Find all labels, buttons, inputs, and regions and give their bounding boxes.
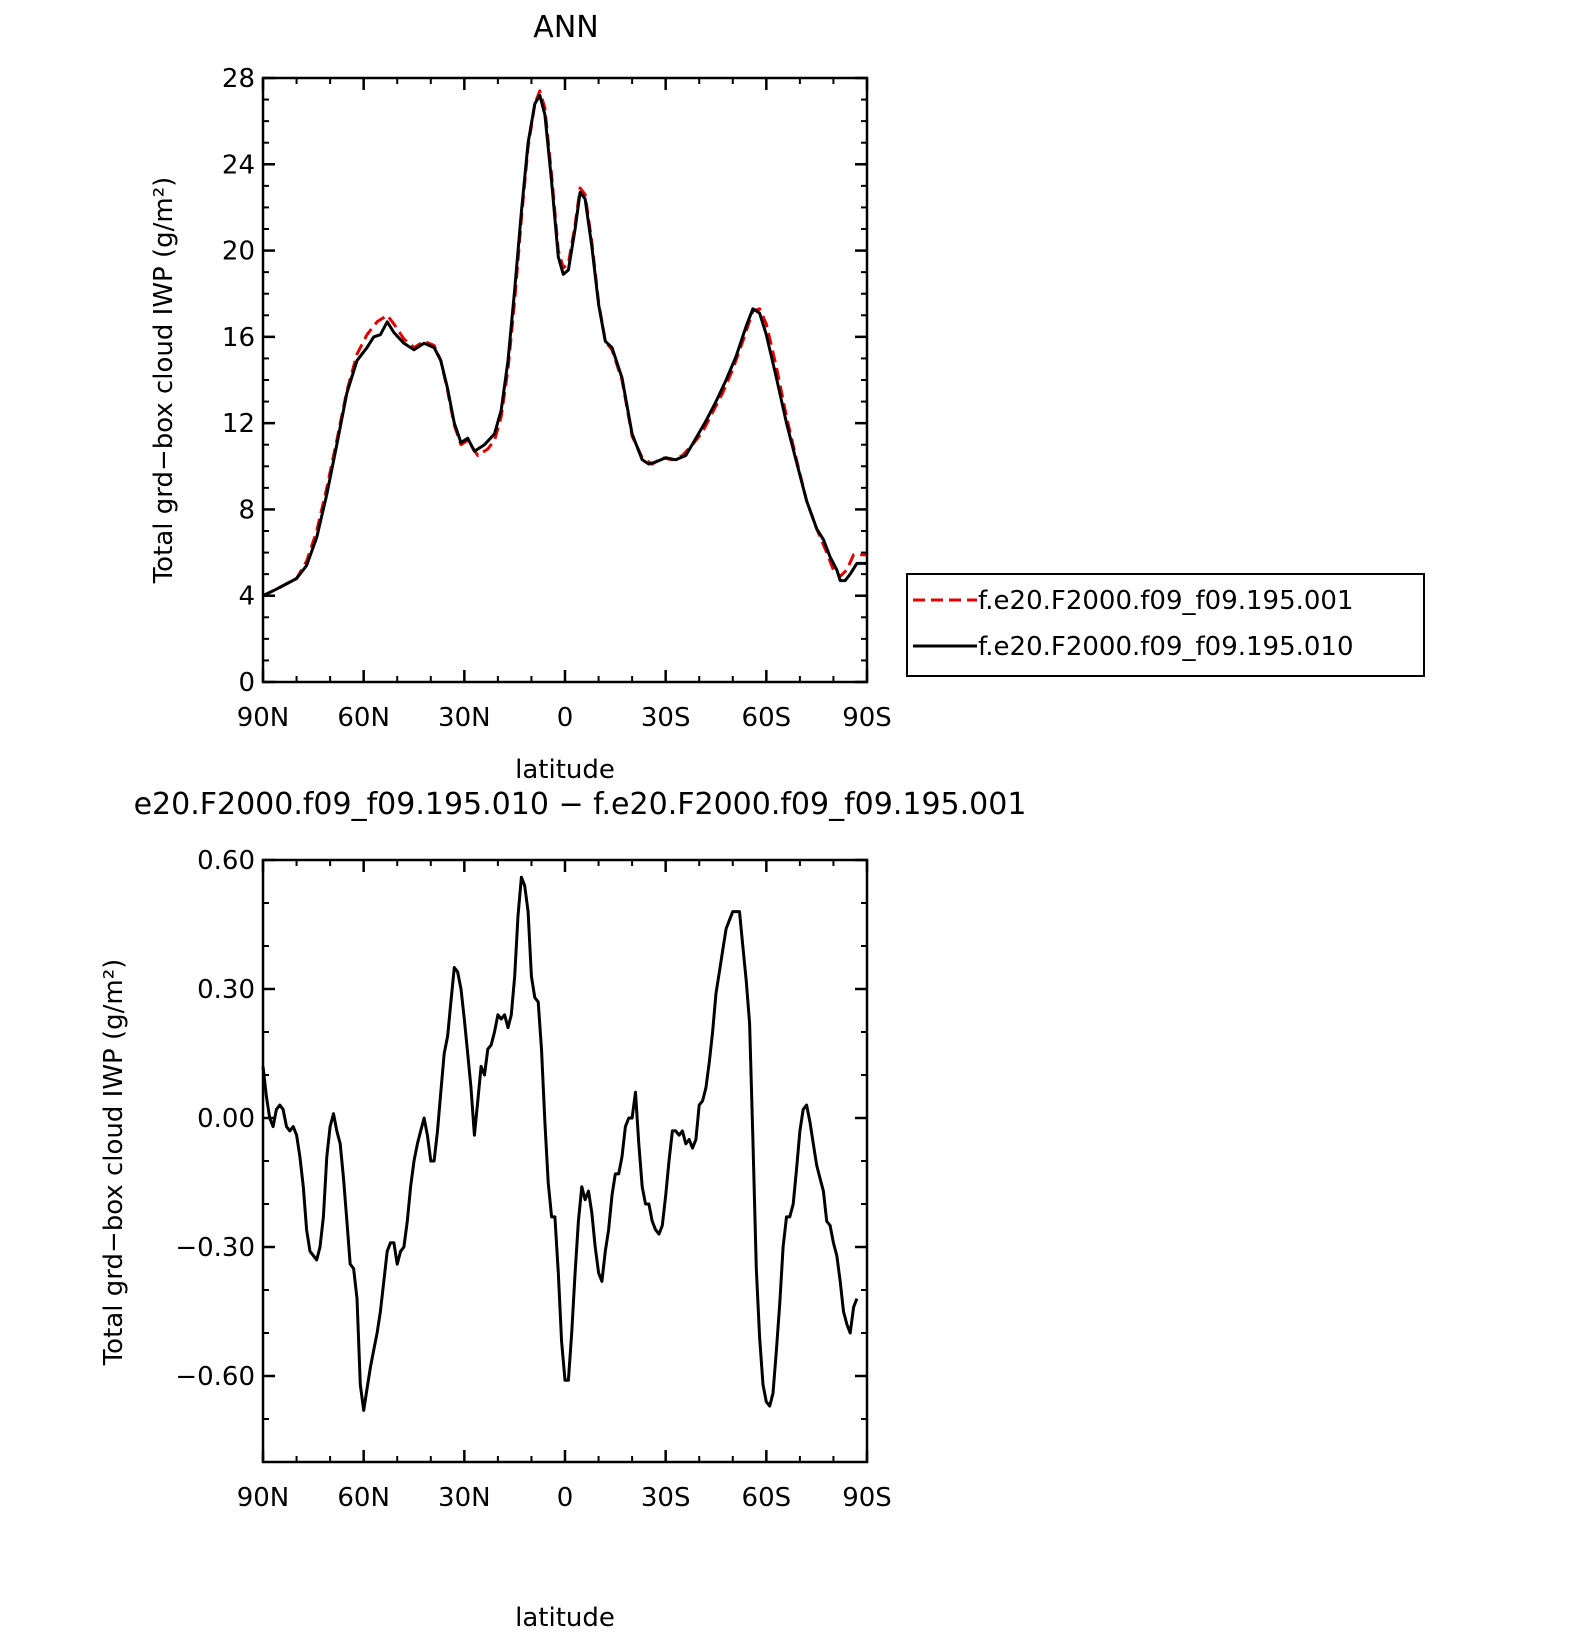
legend-label-model1: f.e20.F2000.f09_f09.195.001: [978, 586, 1354, 616]
top-panel: ANN 90N 60N 30N 0 30S 60S 90S 0 4 8 12 16 20 24 28 lat…: [149, 10, 1425, 785]
x-tick-label: 90S: [842, 1483, 892, 1513]
x-tick-label: 90N: [237, 1483, 290, 1513]
x-tick-label: 60N: [337, 703, 390, 733]
legend: f.e20.F2000.f09_f09.195.001 f.e20.F2000.…: [906, 573, 1425, 677]
x-tick-label: 60S: [742, 1483, 792, 1513]
x-tick-label: 30S: [641, 703, 691, 733]
y-tick-label: 8: [238, 495, 255, 525]
x-tick-label: 60N: [337, 1483, 390, 1513]
x-tick-label: 90N: [237, 703, 290, 733]
y-tick-label: 20: [222, 237, 255, 267]
bottom-panel: e20.F2000.f09_f09.195.010 − f.e20.F2000.…: [99, 787, 1026, 1633]
top-x-axis-label: latitude: [515, 755, 615, 785]
top-y-axis-label: Total grd−box cloud IWP (g/m²): [149, 177, 179, 585]
y-tick-label: 0: [238, 668, 255, 698]
x-tick-label: 30N: [438, 703, 491, 733]
y-tick-label: 0.00: [197, 1104, 255, 1134]
y-tick-label: 4: [238, 582, 255, 612]
x-tick-label: 30N: [438, 1483, 491, 1513]
y-tick-label: −0.60: [175, 1362, 255, 1392]
legend-label-model2: f.e20.F2000.f09_f09.195.010: [978, 632, 1354, 662]
x-tick-label: 90S: [842, 703, 892, 733]
x-tick-label: 0: [557, 703, 574, 733]
x-tick-label: 30S: [641, 1483, 691, 1513]
series-line-1: [261, 875, 859, 1412]
bottom-panel-title: e20.F2000.f09_f09.195.010 − f.e20.F2000.…: [134, 787, 1027, 822]
y-tick-label: 12: [222, 409, 255, 439]
x-tick-label: 60S: [742, 703, 792, 733]
y-tick-label: 0.30: [197, 975, 255, 1005]
y-tick-label: −0.30: [175, 1233, 255, 1263]
top-panel-title: ANN: [533, 10, 598, 45]
x-tick-label: 0: [557, 1483, 574, 1513]
legend-box: [906, 573, 1425, 677]
bottom-x-axis-label: latitude: [515, 1603, 615, 1633]
bottom-axes: 90N 60N 30N 0 30S 60S 90S 0.60 0.30 0.00 −0.30 −0.6…: [175, 846, 891, 1513]
top-plot-frame: [261, 76, 869, 684]
series-line-2: [262, 93, 867, 598]
series-line-1: [262, 89, 867, 598]
y-tick-label: 16: [222, 323, 255, 353]
top-axes: 90N 60N 30N 0 30S 60S 90S 0 4 8 12 16 20 24 28: [222, 64, 892, 733]
y-tick-label: 28: [222, 64, 255, 94]
bottom-series-group: [261, 875, 859, 1412]
y-tick-label: 0.60: [197, 846, 255, 876]
bottom-plot-frame: [261, 858, 869, 1464]
y-tick-label: 24: [222, 150, 255, 180]
bottom-y-axis-label: Total grd−box cloud IWP (g/m²): [99, 959, 129, 1367]
top-series-group: [262, 89, 867, 598]
